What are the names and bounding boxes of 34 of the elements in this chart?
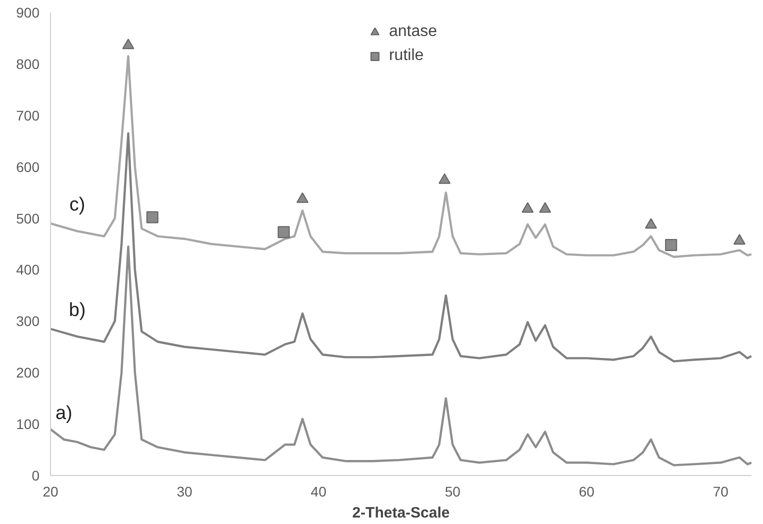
x-tick-label: 20 [42, 484, 58, 500]
y-tick-label: 700 [16, 107, 40, 124]
y-tick-label: 300 [16, 313, 40, 330]
line-series [50, 245, 752, 466]
x-tick-label: 30 [176, 484, 193, 500]
series-label: a) [55, 402, 72, 424]
legend-label: rutile [388, 47, 424, 65]
y-tick-label: 100 [16, 416, 40, 432]
y-tick-label: 400 [16, 262, 40, 278]
x-tick-label: 50 [444, 484, 461, 500]
point [122, 38, 134, 50]
series-label: c) [69, 194, 86, 216]
point [522, 202, 534, 213]
y-tick-label: 800 [16, 56, 40, 72]
x-tick-label: 60 [578, 484, 595, 500]
line-series [50, 132, 752, 362]
point [146, 211, 158, 224]
point [539, 202, 552, 213]
point [296, 192, 308, 203]
x-tick-label: 40 [310, 484, 327, 500]
x-tick-label: 70 [712, 484, 729, 500]
point [644, 218, 657, 229]
point [438, 173, 451, 184]
y-tick-label: 0 [32, 468, 40, 484]
y-tick-label: 600 [16, 158, 40, 175]
point [733, 234, 746, 245]
y-tick-label: 500 [16, 210, 40, 226]
legend-label: antase [388, 23, 438, 41]
y-tick-label: 200 [16, 364, 40, 381]
series-label: b) [68, 300, 86, 322]
point [278, 226, 290, 238]
x-axis-title: 2-Theta-Scale [352, 504, 450, 522]
point [665, 239, 678, 252]
y-tick-label: 900 [16, 4, 40, 20]
